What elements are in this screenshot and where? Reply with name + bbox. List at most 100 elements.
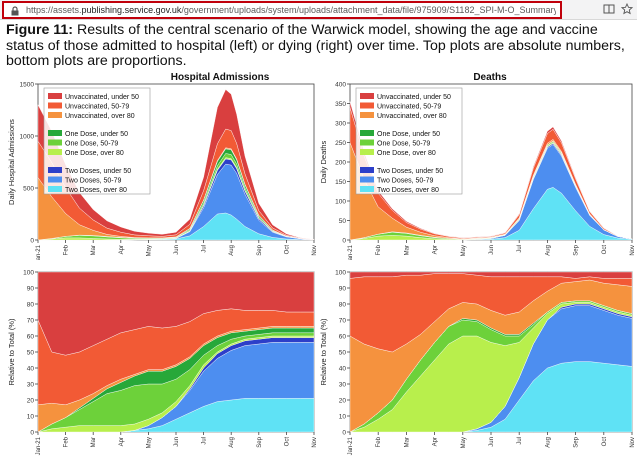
y-tick-label: 10 [339,414,347,421]
x-tick-label: Oct [602,437,608,447]
y-tick-label: 10 [27,414,35,421]
x-tick-label: Apr [433,245,439,254]
address-bar[interactable]: https://assets.publishing.service.gov.uk… [2,1,562,19]
x-tick-label: Feb [64,244,70,255]
y-tick-label: 200 [335,160,346,167]
legend-label: One Dose, under 50 [377,131,440,138]
x-tick-label: Feb [376,436,382,447]
x-tick-label: Jun [489,245,495,255]
x-tick-label: Jul [517,245,523,253]
y-tick-label: 60 [339,334,347,341]
area-unvacc-u50 [349,101,633,240]
read-mode-icon[interactable] [603,3,615,15]
x-tick-label: May [461,245,467,256]
x-tick-label: Jul [517,437,523,445]
x-tick-label: Jun [489,437,495,447]
x-tick-label: Jan-21 [348,244,354,260]
url-domain: publishing.service.gov.uk [81,5,182,15]
chart-deaths: 0 50 100 150 200 250 300 350 400 Jan-21 Feb Mar Apr M… [319,82,636,261]
x-tick-label: Aug [229,437,235,448]
y-tick-label: 0 [30,430,34,437]
legend-swatch [48,93,62,99]
y-tick-label: 250 [335,140,346,147]
x-tick-label: Mar [91,437,97,447]
x-tick-label: Nov [312,245,318,256]
legend-label: Two Doses, under 50 [377,168,443,175]
y-tick-label: 60 [27,334,35,341]
y-tick-label: 350 [335,101,346,108]
chart-admissions-relative: 0 10 20 30 40 50 60 70 80 90 100 Jan-21 Feb Mar Apr May… [7,270,318,456]
area-unvacc-u50 [349,271,633,279]
legend-swatch [48,167,62,173]
x-tick-label: Sep [257,244,263,255]
legend-label: One Dose, over 80 [377,150,436,157]
x-tick-label: Oct [284,245,290,255]
y-tick-label: 30 [27,382,35,389]
legend-swatch [360,176,374,183]
y-tick-label: 100 [335,270,346,277]
legend-label: Two Doses, over 80 [65,187,127,194]
x-tick-label: Aug [229,245,235,256]
x-tick-label: Aug [545,245,551,256]
legend-swatch [48,130,62,136]
bookmark-star-icon[interactable] [621,3,633,15]
y-tick-label: 40 [27,366,35,373]
x-tick-label: Oct [602,245,608,255]
legend-swatch [360,93,374,99]
x-tick-label: Jul [202,245,208,253]
x-tick-label: Feb [376,244,382,255]
legend-label: Two Doses, under 50 [65,168,131,175]
legend-label: One Dose, under 50 [65,131,128,138]
y-tick-label: 80 [339,302,347,309]
y-tick-label: 0 [30,238,34,245]
figure-caption: Figure 11: Results of the central scenar… [6,22,631,70]
y-tick-label: 500 [23,186,34,193]
y-tick-label: 150 [335,179,346,186]
y-tick-label: 1500 [20,82,35,89]
x-tick-label: Sep [257,436,263,447]
y-tick-label: 50 [339,218,347,225]
chart-title-deaths: Deaths [473,72,507,83]
x-tick-label: Apr [119,245,125,254]
y-tick-label: 300 [335,121,346,128]
browser-toolbar: https://assets.publishing.service.gov.uk… [0,0,637,20]
y-tick-label: 0 [342,430,346,437]
legend-swatch [48,186,62,192]
y-tick-label: 20 [339,398,347,405]
y-tick-label: 40 [339,366,347,373]
y-tick-label: 90 [27,286,35,293]
y-axis-label: Relative to Total (%) [7,318,16,385]
legend-swatch [48,139,62,146]
y-tick-label: 50 [339,350,347,357]
legend-swatch [48,112,62,118]
legend-label: Unvaccinated, under 50 [65,94,139,101]
y-axis-label: Relative to Total (%) [319,318,328,385]
x-tick-label: Apr [433,437,439,446]
y-tick-label: 70 [27,318,35,325]
legend-label: Two Doses, 50-79 [65,178,122,185]
y-tick-label: 100 [23,270,34,277]
x-tick-label: Jan-21 [36,436,42,455]
y-axis-label: Daily Hospital Admissions [7,119,16,205]
y-tick-label: 0 [342,238,346,245]
x-tick-label: Aug [545,437,551,448]
y-tick-label: 1000 [20,134,35,141]
x-tick-label: Jun [174,437,180,447]
x-tick-label: Mar [91,245,97,255]
y-tick-label: 70 [339,318,347,325]
y-tick-label: 90 [339,286,347,293]
legend-swatch [360,130,374,136]
x-tick-label: Sep [574,436,580,447]
chart-admissions: 0 500 1000 1500 Jan-21 Feb Mar Apr May Jun Jul Aug S… [7,82,318,261]
legend-label: One Dose, 50-79 [65,141,118,148]
legend-swatch [48,176,62,183]
x-tick-label: Oct [284,437,290,447]
x-tick-label: Mar [404,245,410,255]
url-path: /government/uploads/system/uploads/attac… [181,5,556,15]
legend-label: Two Doses, over 80 [377,187,439,194]
legend-swatch [360,139,374,146]
x-tick-label: Jan-21 [348,436,354,455]
legend-label: One Dose, 50-79 [377,141,430,148]
url-text[interactable]: https://assets.publishing.service.gov.uk… [26,4,556,16]
caption-text: Results of the central scenario of the W… [6,22,625,69]
